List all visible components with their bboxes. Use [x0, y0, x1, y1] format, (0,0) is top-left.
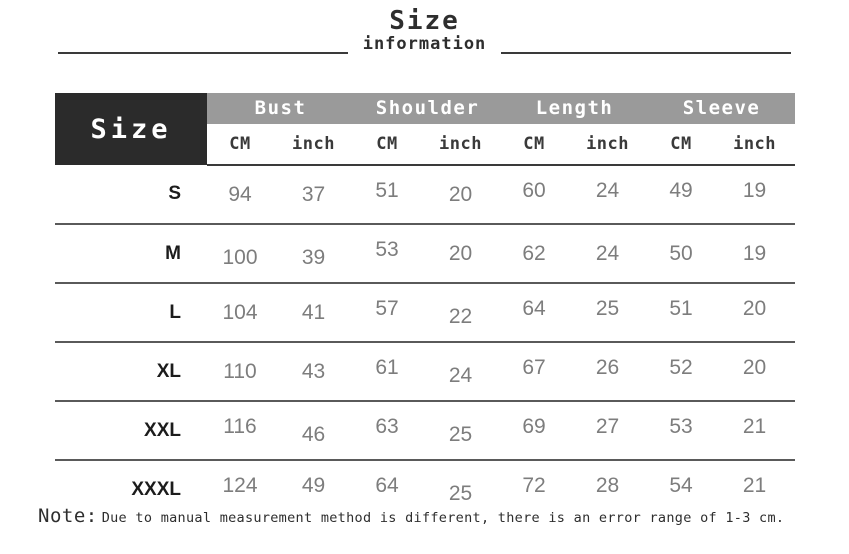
table-row: XXL 116 46 63 25 69 27 53 21 [55, 397, 796, 465]
cell-bust-inch: 46 [273, 405, 355, 465]
cell-length-inch: 27 [567, 397, 649, 457]
cell-sleeve-inch: 20 [714, 338, 796, 398]
cell-size-label: M [55, 224, 207, 284]
cell-shoulder-inch: 24 [420, 346, 502, 406]
cell-shoulder-inch: 20 [420, 165, 502, 225]
cell-bust-inch: 43 [273, 342, 355, 402]
title-sub-word: information [362, 34, 487, 54]
header-unit-sleeve-inch: inch [714, 124, 796, 166]
cell-length-cm: 60 [501, 161, 568, 221]
cell-sleeve-cm: 53 [648, 397, 715, 457]
cell-size-label: S [55, 165, 207, 225]
header-unit-length-cm: CM [501, 124, 568, 166]
unit-header-row: CM inch CM inch CM inch CM inch [55, 124, 796, 166]
table-row: S 94 37 51 20 60 24 49 19 [55, 161, 796, 225]
title-rule-right [501, 52, 791, 54]
cell-shoulder-inch: 25 [420, 405, 502, 465]
table-header: Size Bust Shoulder Length Sleeve CM inch… [55, 93, 796, 166]
cell-sleeve-cm: 51 [648, 279, 715, 339]
cell-length-inch: 26 [567, 338, 649, 398]
header-unit-shoulder-cm: CM [354, 124, 421, 166]
cell-shoulder-inch: 20 [420, 224, 502, 284]
cell-length-cm: 62 [501, 224, 568, 284]
note-label: Note: [38, 505, 98, 527]
header-unit-sleeve-cm: CM [648, 124, 715, 166]
table-row: XL 110 43 61 24 67 26 52 20 [55, 338, 796, 406]
cell-length-inch: 24 [567, 161, 649, 221]
header-unit-bust-cm: CM [207, 124, 273, 166]
cell-sleeve-inch: 21 [714, 397, 796, 457]
title-main-word: Size [389, 6, 460, 36]
cell-sleeve-cm: 49 [648, 161, 715, 221]
title-rule-left [58, 52, 348, 54]
cell-bust-cm: 104 [207, 283, 273, 343]
cell-bust-cm: 94 [207, 165, 273, 225]
cell-shoulder-cm: 64 [375, 473, 399, 497]
cell-bust-cm: 124 [222, 473, 258, 497]
cell-sleeve-inch: 20 [714, 279, 796, 339]
cell-size-label: L [55, 283, 207, 343]
cell-bust-inch: 41 [273, 283, 355, 343]
cell-shoulder-cm: 61 [354, 338, 421, 398]
cell-bust-cm: 116 [207, 397, 273, 457]
note-text: Due to manual measurement method is diff… [101, 510, 785, 526]
cell-length-cm: 72 [522, 473, 546, 497]
cell-bust-inch: 49 [301, 473, 326, 497]
header-group-shoulder: Shoulder [354, 93, 502, 124]
cell-length-inch: 25 [567, 279, 649, 339]
size-table-container: Size Bust Shoulder Length Sleeve CM inch… [55, 93, 796, 518]
cell-shoulder-cm: 63 [354, 397, 421, 457]
page-title-block: Size information [0, 8, 849, 70]
header-unit-shoulder-inch: inch [420, 124, 502, 166]
header-unit-length-inch: inch [567, 124, 649, 166]
table-body: S 94 37 51 20 60 24 49 19 M 100 39 53 20… [55, 161, 796, 518]
cell-size-label: XL [55, 342, 207, 402]
cell-shoulder-cm: 57 [354, 279, 421, 339]
header-unit-bust-inch: inch [273, 124, 355, 166]
cell-shoulder-inch: 22 [420, 287, 502, 347]
cell-bust-inch: 39 [273, 228, 355, 288]
group-header-row: Size Bust Shoulder Length Sleeve [55, 93, 796, 165]
cell-size-label: XXXL [131, 478, 181, 500]
cell-shoulder-cm: 53 [354, 220, 421, 280]
header-group-sleeve: Sleeve [648, 93, 796, 124]
cell-bust-inch: 37 [273, 165, 355, 225]
cell-sleeve-cm: 50 [648, 224, 715, 284]
table-row: L 104 41 57 22 64 25 51 20 [55, 279, 796, 347]
cell-bust-cm: 110 [207, 342, 273, 402]
cell-length-cm: 67 [501, 338, 568, 398]
cell-shoulder-cm: 51 [354, 161, 421, 221]
header-group-length: Length [501, 93, 649, 124]
cell-length-cm: 69 [501, 397, 568, 457]
cell-sleeve-cm: 52 [648, 338, 715, 398]
table-row: M 100 39 53 20 62 24 50 19 [55, 220, 796, 288]
cell-sleeve-inch: 21 [742, 473, 767, 497]
size-table: Size Bust Shoulder Length Sleeve CM inch… [55, 93, 796, 518]
header-size: Size [55, 93, 207, 165]
cell-sleeve-cm: 54 [669, 473, 693, 497]
cell-sleeve-inch: 19 [714, 224, 796, 284]
header-group-bust: Bust [207, 93, 355, 124]
cell-size-label: XXL [55, 401, 207, 461]
cell-sleeve-inch: 19 [714, 161, 796, 221]
cell-length-inch: 24 [567, 224, 649, 284]
cell-length-cm: 64 [501, 279, 568, 339]
table-row: XXXL 124 49 64 25 72 28 54 21 [55, 460, 795, 518]
cell-bust-cm: 100 [207, 228, 273, 288]
note-row: Note: Due to manual measurement method is… [38, 505, 838, 527]
cell-length-inch: 28 [595, 473, 620, 497]
cell-shoulder-inch: 25 [448, 481, 473, 505]
page-title: Size information [0, 8, 849, 53]
